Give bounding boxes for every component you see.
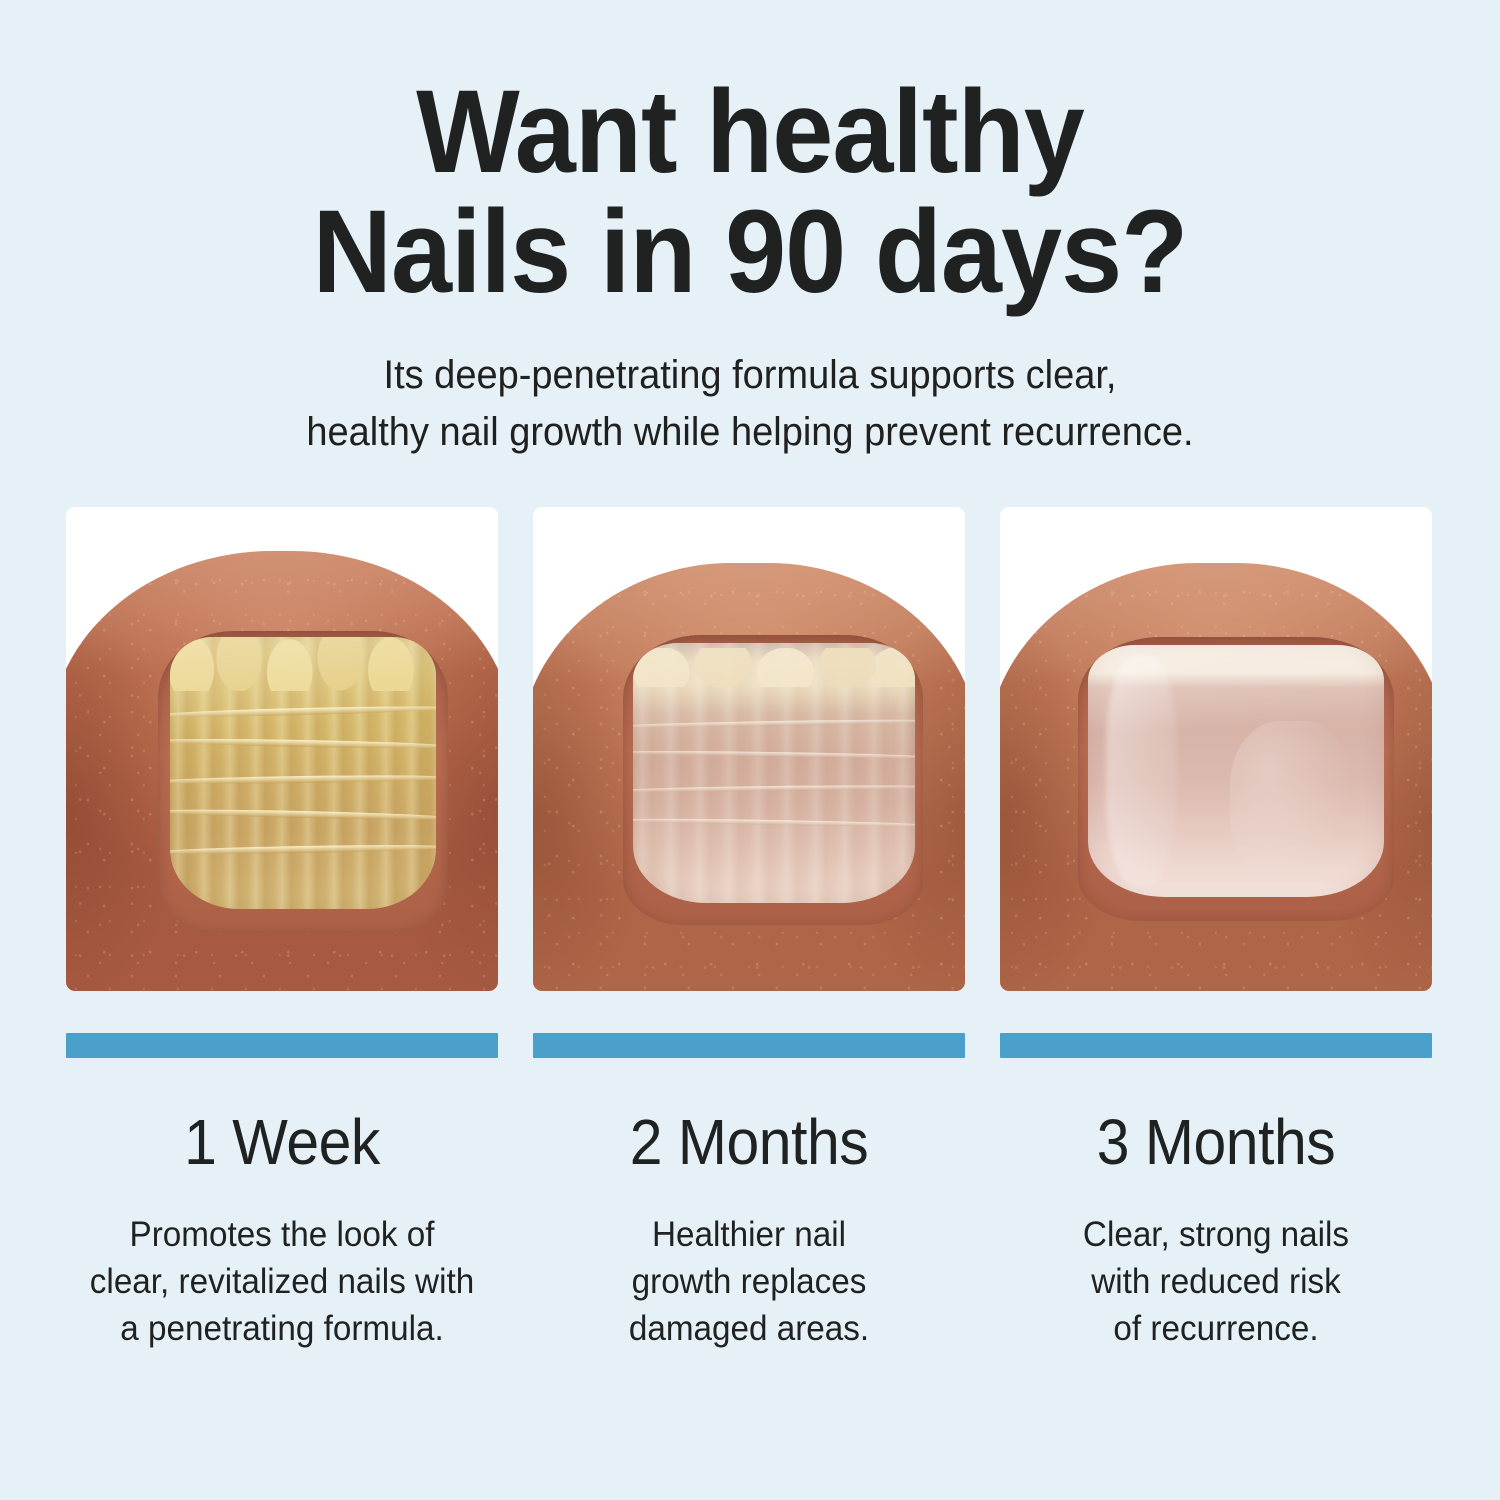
desc-line-3: of recurrence. xyxy=(1113,1308,1319,1348)
step-title-2: 2 Months xyxy=(629,1106,869,1178)
progress-column-2-months: 2 Months Healthier nail growth replaces … xyxy=(533,507,965,1353)
subtitle-line-1: Its deep-penetrating formula supports cl… xyxy=(383,352,1117,397)
step-title-1: 1 Week xyxy=(184,1106,380,1178)
nail-crumbling-edge xyxy=(170,637,436,692)
step-title-3: 3 Months xyxy=(1096,1106,1336,1178)
nail-photo-week-1 xyxy=(66,507,498,991)
desc-line-2: growth replaces xyxy=(631,1261,867,1301)
divider-bar-3 xyxy=(1000,1033,1432,1058)
progress-column-3-months: 3 Months Clear, strong nails with reduce… xyxy=(1000,507,1432,1353)
divider-bar-2 xyxy=(533,1033,965,1058)
desc-line-1: Healthier nail xyxy=(651,1215,847,1254)
subtitle-line-2: healthy nail growth while helping preven… xyxy=(306,409,1194,454)
desc-line-2: with reduced risk xyxy=(1091,1261,1341,1301)
progress-columns: 1 Week Promotes the look of clear, revit… xyxy=(66,507,1432,1353)
nail-distal-band xyxy=(633,648,915,688)
desc-line-3: damaged areas. xyxy=(628,1308,870,1348)
page-subtitle: Its deep-penetrating formula supports cl… xyxy=(38,313,1463,461)
nail-gloss-right xyxy=(1230,720,1355,882)
page-title: Want healthy Nails in 90 days? xyxy=(53,0,1448,313)
step-description-1: Promotes the look of clear, revitalized … xyxy=(77,1174,487,1353)
desc-line-1: Clear, strong nails xyxy=(1082,1215,1350,1254)
desc-line-3: a penetrating formula. xyxy=(120,1308,444,1348)
headline-line-2: Nails in 90 days? xyxy=(312,186,1189,319)
desc-line-2: clear, revitalized nails with xyxy=(89,1261,475,1301)
desc-line-1: Promotes the look of xyxy=(129,1215,435,1254)
nail-plate-improving xyxy=(633,643,915,903)
nail-photo-month-3 xyxy=(1000,507,1432,991)
nail-gloss-left xyxy=(1105,655,1177,887)
header: Want healthy Nails in 90 days? Its deep-… xyxy=(0,0,1500,460)
progress-column-1-week: 1 Week Promotes the look of clear, revit… xyxy=(66,507,498,1353)
step-description-3: Clear, strong nails with reduced risk of… xyxy=(1011,1174,1421,1353)
headline-line-1: Want healthy xyxy=(416,66,1085,198)
nail-plate-healthy xyxy=(1088,645,1384,897)
step-description-2: Healthier nail growth replaces damaged a… xyxy=(544,1174,954,1353)
nail-photo-month-2 xyxy=(533,507,965,991)
nail-plate-diseased xyxy=(170,637,436,909)
divider-bar-1 xyxy=(66,1033,498,1058)
